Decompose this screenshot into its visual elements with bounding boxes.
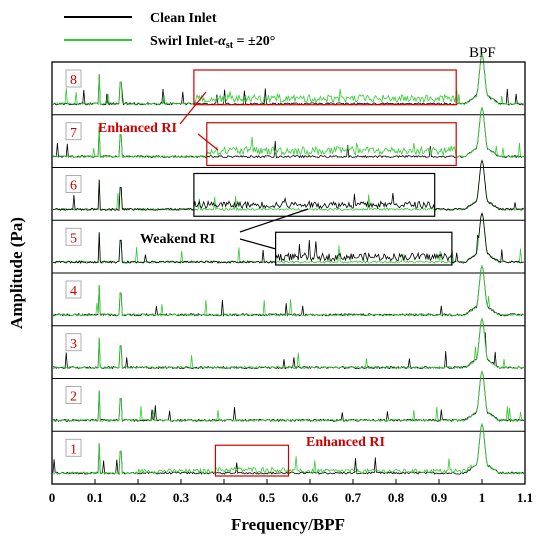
- channel-label: 3: [70, 337, 77, 352]
- x-tick-label: 1: [479, 490, 486, 505]
- channel-label-box: [65, 122, 82, 141]
- trace-swirl-inlet: [52, 159, 525, 212]
- arrow-enhanced-8: [179, 91, 207, 125]
- x-tick-label: 0.5: [259, 490, 276, 505]
- channel-label: 7: [70, 126, 77, 141]
- x-tick-label: 0.8: [388, 490, 405, 505]
- highlight-box-channel-7: [206, 122, 457, 167]
- channel-label: 1: [70, 442, 77, 457]
- channel-2: 2: [52, 370, 525, 423]
- x-tick-label: 0: [49, 490, 56, 505]
- annotations: Enhanced RI Weakend RI Enhanced RI: [98, 91, 385, 450]
- highlight-box-channel-1: [214, 444, 290, 477]
- legend-label-clean: Clean Inlet: [150, 11, 217, 26]
- trace-clean-inlet: [52, 317, 524, 370]
- x-tick-label: 0.6: [302, 490, 319, 505]
- channel-label-box: [65, 280, 82, 299]
- x-tick-label: 0.1: [87, 490, 103, 505]
- channel-label: 2: [70, 390, 77, 405]
- arrow-enhanced-7: [197, 133, 219, 151]
- trace-swirl-inlet: [52, 317, 525, 370]
- arrow-weakend-6: [239, 208, 309, 233]
- channel-3: 3: [52, 317, 525, 370]
- channel-label: 4: [70, 284, 77, 299]
- legend-swirl-main: Swirl Inlet-: [150, 34, 218, 49]
- channel-label: 8: [70, 73, 77, 88]
- channel-label: 6: [70, 179, 77, 194]
- trace-swirl-inlet: [52, 106, 525, 159]
- annotation-enhanced-top: Enhanced RI: [98, 121, 177, 136]
- channel-7: 7: [52, 106, 525, 159]
- trace-clean-inlet: [52, 159, 524, 211]
- x-tick-label: 0.3: [173, 490, 190, 505]
- channel-label-box: [65, 69, 82, 88]
- x-axis: 0 0.1 0.2 0.3 0.4 0.5 0.6 0.7 0.8 0.9 1 1.1: [49, 479, 533, 505]
- highlight-box-channel-8: [193, 69, 457, 106]
- legend-label-swirl: Swirl Inlet-αst = ±20°: [150, 34, 275, 51]
- channel-label-box: [65, 386, 82, 404]
- legend-swirl-sub: st: [226, 40, 234, 51]
- x-tick-label: 0.9: [431, 490, 448, 505]
- plot-frame: [51, 61, 526, 485]
- annotation-enhanced-bottom: Enhanced RI: [306, 435, 385, 450]
- channel-6: 6: [52, 159, 525, 212]
- trace-swirl-inlet: [52, 53, 525, 106]
- bpf-label: BPF: [469, 45, 496, 61]
- channel-label-box: [65, 438, 82, 457]
- highlight-box-channel-6: [193, 172, 436, 217]
- trace-clean-inlet: [52, 264, 525, 317]
- x-axis-title: Frequency/BPF: [231, 515, 345, 534]
- trace-clean-inlet: [53, 370, 525, 423]
- y-axis-title: Amplitude (Pa): [7, 217, 26, 329]
- x-tick-label: 0.7: [345, 490, 362, 505]
- annotation-weakend: Weakend RI: [140, 232, 215, 247]
- channel-label-box: [65, 175, 82, 193]
- x-tick-label: 0.4: [216, 490, 233, 505]
- channel-label-box: [65, 227, 82, 246]
- legend: Clean Inlet Swirl Inlet-αst = ±20°: [64, 11, 275, 51]
- arrow-weakend-5: [239, 238, 277, 250]
- channel-label-box: [65, 333, 82, 352]
- channel-label: 5: [70, 231, 77, 246]
- x-tick-label: 0.2: [130, 490, 146, 505]
- channel-8: 8: [52, 53, 525, 106]
- trace-swirl-inlet: [52, 370, 524, 423]
- legend-swirl-tail: = ±20°: [233, 34, 275, 49]
- trace-swirl-inlet: [52, 264, 525, 318]
- channel-4: 4: [52, 264, 525, 318]
- x-tick-label: 1.1: [517, 490, 533, 505]
- trace-swirl-inlet: [52, 212, 525, 265]
- highlight-box-channel-5: [275, 231, 453, 266]
- legend-swirl-alpha: α: [218, 34, 226, 49]
- channel-5: 5: [52, 212, 525, 265]
- trace-clean-inlet: [52, 212, 524, 264]
